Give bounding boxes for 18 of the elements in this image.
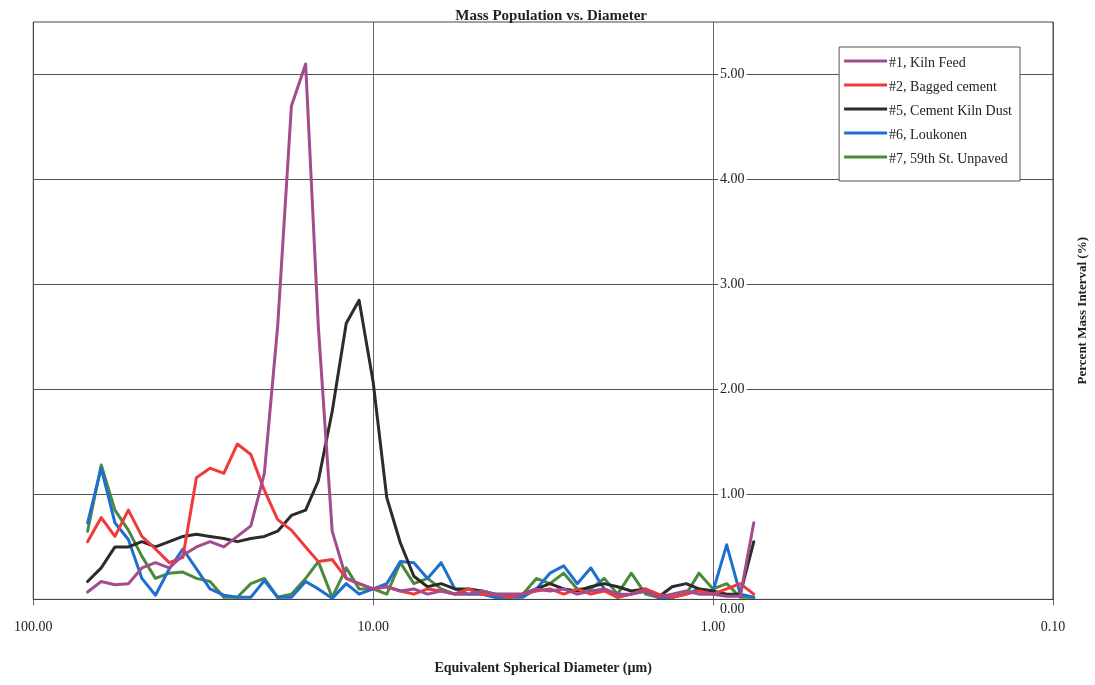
legend-label: #6, Loukonen: [889, 126, 967, 142]
legend-label: #2, Bagged cement: [889, 78, 997, 94]
legend-label: #5, Cement Kiln Dust: [889, 102, 1013, 118]
y-tick-label: 0.00: [720, 601, 745, 617]
chart-title: Mass Population vs. Diameter: [455, 7, 648, 24]
x-tick-label: 1.00: [700, 619, 726, 635]
y-tick-label: 5.00: [720, 66, 745, 82]
x-axis-title: Equivalent Spherical Diameter (µm): [434, 660, 653, 677]
y-tick-label: 4.00: [720, 171, 745, 187]
x-tick-label: 10.00: [357, 619, 389, 635]
x-tick-label: 100.00: [14, 619, 53, 635]
y-tick-label: 3.00: [720, 276, 745, 292]
legend-label: #1, Kiln Feed: [889, 54, 966, 70]
y-axis-title: Percent Mass Interval (%): [1074, 236, 1090, 385]
legend-label: #7, 59th St. Unpaved: [889, 150, 1008, 166]
y-tick-label: 2.00: [720, 381, 745, 397]
y-tick-label: 1.00: [720, 486, 745, 502]
x-tick-label: 0.10: [1040, 619, 1066, 635]
